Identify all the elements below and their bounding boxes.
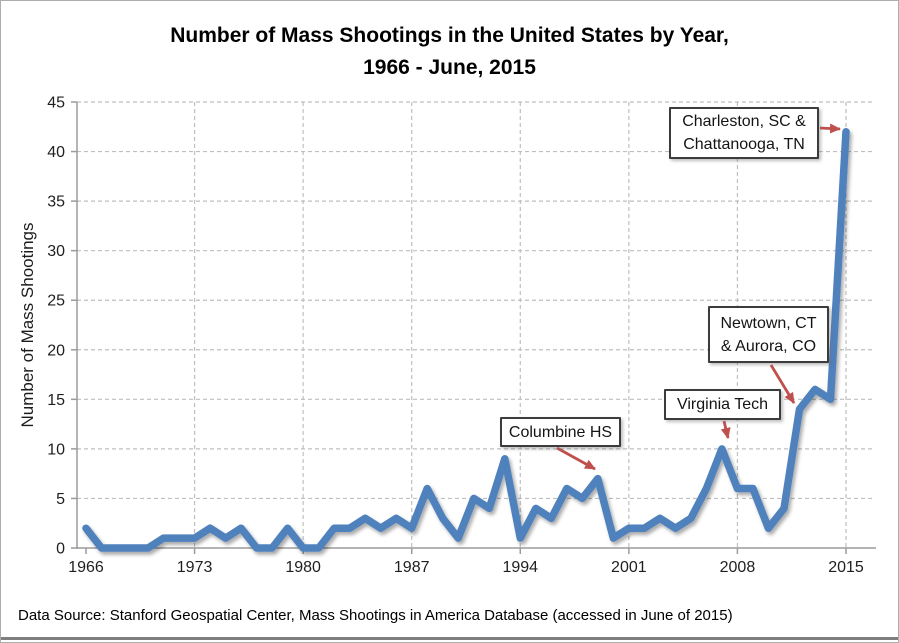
annotation-charleston-line-2: Chattanooga, TN — [683, 136, 805, 153]
annotation-columbine-line-1: Columbine HS — [508, 423, 613, 441]
y-tick-label-25: 25 — [47, 293, 65, 310]
annotation-arrow-charleston — [819, 123, 841, 134]
annotation-virginia-tech-line-1: Virginia Tech — [676, 396, 769, 413]
y-tick-label-35: 35 — [47, 194, 65, 211]
x-tick-label-2015: 2015 — [828, 559, 864, 576]
x-tick-label-1980: 1980 — [285, 559, 321, 576]
y-tick-label-10: 10 — [47, 441, 65, 458]
annotation-arrow-newtown — [769, 364, 796, 404]
annotation-charleston-line-1: Charleston, SC & — [682, 113, 806, 130]
data-source-note: Data Source: Stanford Geospatial Center,… — [18, 607, 733, 624]
annotation-arrow-vtech — [720, 420, 731, 439]
bottom-edge-divider — [1, 637, 898, 640]
chart-title-line-1: Number of Mass Shootings in the United S… — [170, 24, 729, 47]
annotation-newtown: Newtown, CT & Aurora, CO — [708, 306, 829, 363]
mass-shootings-line — [82, 127, 850, 552]
x-tick-label-1994: 1994 — [502, 559, 538, 576]
annotation-newtown-line-2: & Aurora, CO — [720, 337, 817, 355]
annotation-columbine: Columbine HS — [500, 417, 621, 447]
y-tick-label-30: 30 — [47, 243, 65, 260]
y-tick-label-20: 20 — [47, 342, 65, 359]
x-tick-label-1987: 1987 — [394, 559, 430, 576]
chart-title: Number of Mass Shootings in the United S… — [1, 20, 898, 84]
chart-title-line-2: 1966 - June, 2015 — [363, 56, 536, 79]
y-tick-label-5: 5 — [56, 491, 65, 508]
y-tick-label-40: 40 — [47, 144, 65, 161]
x-tick-label-2001: 2001 — [611, 559, 647, 576]
annotation-newtown-line-1: Newtown, CT — [720, 314, 817, 332]
annotation-virginia-tech: Virginia Tech — [664, 389, 781, 420]
x-tick-label-1966: 1966 — [68, 559, 104, 576]
annotation-arrow-columbine — [556, 446, 596, 471]
annotation-charleston: Charleston, SC & Chattanooga, TN — [669, 107, 819, 159]
x-tick-label-2008: 2008 — [720, 559, 756, 576]
y-tick-label-15: 15 — [47, 392, 65, 409]
y-tick-label-0: 0 — [56, 541, 65, 558]
x-tick-label-1973: 1973 — [177, 559, 213, 576]
y-tick-label-45: 45 — [47, 95, 65, 112]
